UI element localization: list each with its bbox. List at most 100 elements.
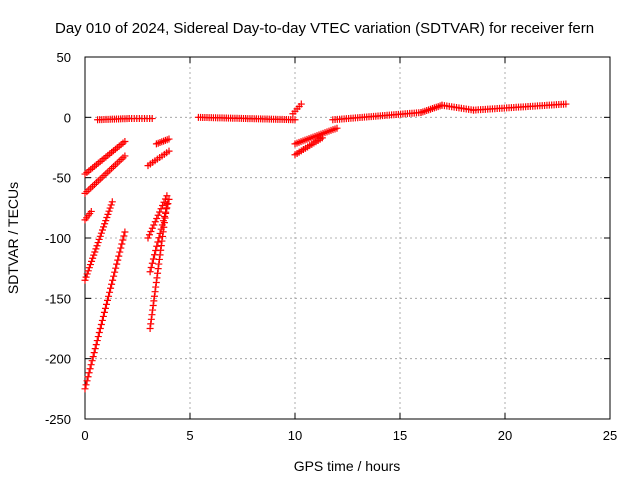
data-point — [94, 239, 102, 247]
data-point — [101, 220, 109, 228]
data-point — [105, 207, 113, 215]
data-point — [95, 329, 103, 337]
data-point — [106, 204, 114, 212]
data-point — [90, 349, 98, 357]
data-point — [82, 381, 90, 389]
data-point — [107, 284, 115, 292]
data-point — [83, 270, 91, 278]
data-point — [101, 304, 109, 312]
data-point — [110, 272, 118, 280]
y-tick-label: -150 — [45, 291, 71, 306]
data-point — [150, 297, 158, 305]
x-tick-label: 10 — [288, 428, 302, 443]
data-point — [88, 357, 96, 365]
data-point — [91, 345, 99, 353]
data-point — [150, 221, 158, 229]
data-point — [160, 223, 168, 231]
y-tick-label: -50 — [52, 171, 71, 186]
x-tick-label: 20 — [498, 428, 512, 443]
data-point — [147, 320, 155, 328]
data-point — [89, 353, 97, 361]
data-point — [318, 134, 326, 142]
data-point — [106, 288, 114, 296]
data-point — [85, 369, 93, 377]
data-point — [97, 320, 105, 328]
data-point — [154, 211, 162, 219]
data-point — [93, 242, 101, 250]
data-point — [95, 235, 103, 243]
data-point — [96, 232, 104, 240]
data-point — [89, 254, 97, 262]
data-point — [144, 234, 152, 242]
data-point — [156, 208, 164, 216]
data-point — [121, 228, 129, 236]
x-tick-label: 5 — [186, 428, 193, 443]
data-point — [297, 100, 305, 108]
data-point — [154, 269, 162, 277]
y-tick-label: 0 — [64, 110, 71, 125]
data-point — [81, 385, 89, 393]
data-point — [147, 264, 155, 272]
data-point — [119, 236, 127, 244]
data-point — [114, 256, 122, 264]
data-point — [149, 255, 157, 263]
data-point — [562, 100, 570, 108]
data-point — [165, 147, 173, 155]
data-point — [146, 268, 154, 276]
data-point — [113, 260, 121, 268]
data-point — [109, 276, 117, 284]
data-point — [88, 257, 96, 265]
data-point — [153, 215, 161, 223]
data-point — [90, 251, 98, 259]
data-point — [149, 306, 157, 314]
data-point — [86, 261, 94, 269]
data-point — [145, 231, 153, 239]
chart-title: Day 010 of 2024, Sidereal Day-to-day VTE… — [55, 20, 594, 37]
data-point — [156, 251, 164, 259]
data-point — [111, 268, 119, 276]
data-point — [118, 240, 126, 248]
data-point — [100, 223, 108, 231]
data-point — [163, 200, 171, 208]
data-point — [152, 278, 160, 286]
grid-lines — [85, 57, 610, 419]
data-point — [160, 219, 168, 227]
data-point — [163, 192, 171, 200]
data-point — [105, 292, 113, 300]
data-point — [148, 311, 156, 319]
data-point — [87, 207, 95, 215]
data-point — [97, 229, 105, 237]
data-point — [148, 259, 156, 267]
data-point — [98, 226, 106, 234]
data-point — [149, 301, 157, 309]
data-points — [81, 100, 570, 393]
data-point — [84, 267, 92, 275]
data-point — [146, 325, 154, 332]
data-point — [102, 217, 110, 225]
data-point — [84, 373, 92, 381]
x-axis-label: GPS time / hours — [294, 458, 401, 474]
data-point — [150, 292, 158, 300]
data-point — [107, 201, 115, 209]
y-tick-label: 50 — [57, 50, 71, 65]
data-point — [116, 248, 124, 256]
axis-ticks: 0 5 10 15 20 25 -250 -200 -150 -100 -50 0 50 — [45, 50, 617, 443]
data-point — [147, 315, 155, 323]
data-point — [112, 264, 120, 272]
data-point — [121, 137, 129, 145]
data-point — [83, 377, 91, 385]
data-point — [94, 333, 102, 341]
data-point — [99, 312, 107, 320]
data-point — [154, 265, 162, 273]
data-point — [100, 308, 108, 316]
data-point — [147, 228, 155, 236]
data-point — [81, 276, 89, 284]
data-point — [91, 248, 99, 256]
data-point — [87, 361, 95, 369]
data-point — [162, 209, 170, 217]
data-point — [151, 218, 159, 226]
data-point — [152, 283, 160, 291]
data-point — [159, 232, 167, 240]
data-point — [291, 116, 299, 124]
